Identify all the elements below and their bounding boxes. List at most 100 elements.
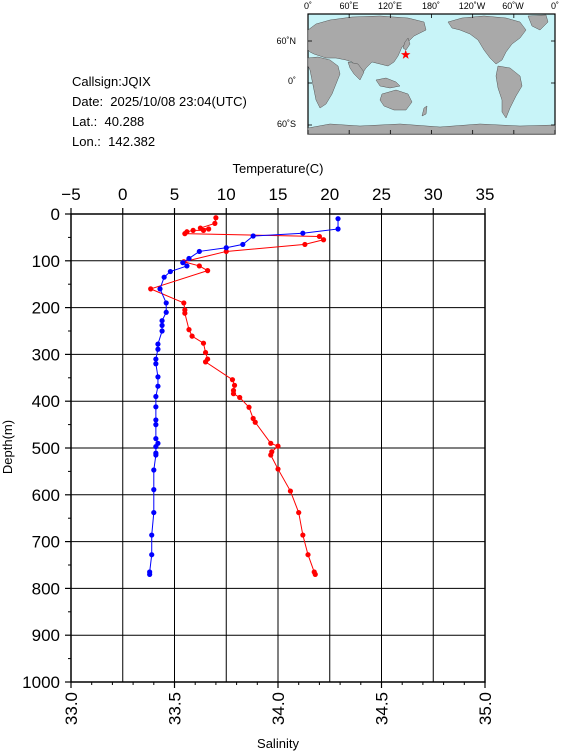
salinity-point [240,241,246,248]
map-lon-label: 0˚ [551,1,559,11]
temperature-point [205,268,211,274]
temperature-point [302,241,308,248]
salinity-point [167,268,173,275]
temperature-point [196,263,202,269]
temperature-point [252,419,258,425]
temperature-point [212,220,218,226]
salinity-point [153,417,159,423]
map-lon-label: 60˚E [339,1,358,11]
temperature-point [237,394,243,401]
temperature-point [268,440,274,446]
temperature-point [190,227,196,233]
temperature-point [213,215,219,221]
depth-tick-label: 1000 [22,673,60,692]
temperature-point [320,237,327,243]
salinity-point [159,322,165,328]
land-eurasia [307,15,427,75]
map-lat-label: 0˚ [288,76,296,86]
depth-tick-label: 200 [32,299,60,318]
salinity-point [155,346,161,352]
salinity-point [335,226,341,232]
temperature-point [186,327,192,333]
map-lon-label: 60˚W [502,1,524,11]
salinity-axis-title: Salinity [257,736,299,751]
temperature-point [182,310,188,316]
salinity-point [153,356,159,362]
salinity-point [153,436,159,442]
land-greenland [527,14,549,31]
temperature-tick-label: 5 [170,185,179,204]
temperature-tick-label: 25 [372,185,391,204]
land-japan [402,37,411,51]
salinity-tick-label: 34.0 [269,692,288,725]
map-lat-label: 60˚N [276,36,296,46]
land-south-america [495,65,523,119]
salinity-point [153,393,159,400]
depth-tick-label: 300 [32,345,60,364]
land-africa [307,56,341,109]
salinity-point [151,487,157,493]
salinity-point [155,374,161,380]
temperature-tick-label: 30 [424,185,443,204]
salinity-point [159,318,165,324]
salinity-tick-label: 33.5 [166,692,185,725]
temperature-point [223,248,229,255]
salinity-point [180,260,186,266]
depth-tick-label: 0 [51,205,60,224]
salinity-point [151,509,157,516]
salinity-point [161,274,167,280]
land-australia [379,89,413,111]
temperature-point [305,552,311,558]
temperature-tick-label: 35 [476,185,495,204]
salinity-point [159,328,165,334]
salinity-point [184,263,190,269]
salinity-point [151,467,157,473]
depth-tick-label: 800 [32,579,60,598]
temperature-point [182,231,188,237]
temperature-point [202,349,209,356]
temperature-point [275,466,281,472]
temperature-tick-label: 20 [320,185,339,204]
depth-tick-label: 900 [32,626,60,645]
chart-tick-labels: −5 0 5 10 15 20 25 30 35010020030040050060070080… [22,185,495,725]
temperature-point [200,227,207,233]
map-lon-label: 180˚ [422,1,440,11]
salinity-point [155,341,161,347]
temperature-point [230,391,237,397]
callsign-text: Callsign:JQIX [72,74,151,89]
temperature-axis-title: Temperature(C) [232,161,323,176]
temperature-tick-label: −5 [61,185,80,204]
temperature-point [189,333,195,339]
depth-tick-label: 400 [32,392,60,411]
salinity-tick-label: 34.5 [373,692,392,725]
temperature-point [202,359,209,365]
salinity-line [149,218,339,575]
salinity-point [149,532,155,538]
land-north-america [447,15,527,65]
salinity-point [149,552,155,558]
temperature-point [287,488,294,494]
chart-series [147,215,341,577]
temperature-tick-label: 15 [269,185,288,204]
salinity-point [335,216,341,222]
salinity-point [250,233,256,239]
land-new-zealand [421,105,428,117]
land-indonesia [375,77,401,89]
temperature-point [229,377,236,383]
temperature-point [231,382,238,388]
salinity-point [155,383,161,389]
salinity-tick-label: 35.0 [476,692,495,725]
station-location-marker [400,49,411,59]
temperature-point [268,452,274,458]
temperature-point [200,340,207,346]
map-longitude-labels: 0˚ 60˚E 120˚E 180˚ 120˚W 60˚W 0˚ [304,1,559,11]
map-lat-label: 60˚S [277,119,296,129]
salinity-point [163,309,169,315]
temperature-point [275,443,281,449]
land-india [347,61,365,81]
map-latitude-labels: 60˚N 0˚ 60˚S [276,36,296,129]
temperature-point [206,226,212,232]
salinity-point [157,286,163,292]
